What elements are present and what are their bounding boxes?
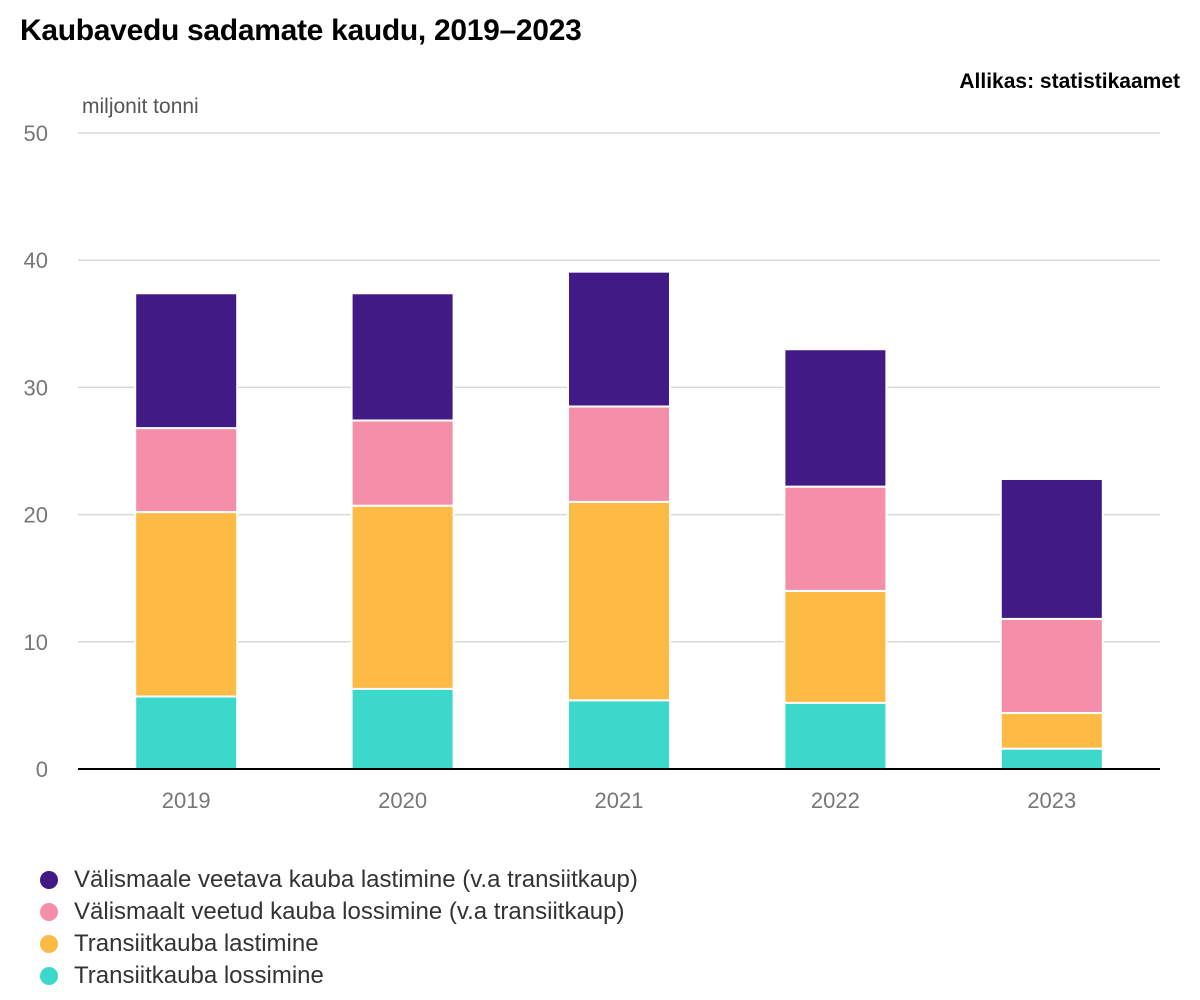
x-tick-label: 2022 (811, 788, 860, 813)
bar-segment (134, 427, 239, 514)
bar-segment (350, 292, 455, 422)
legend-label: Välismaale veetava kauba lastimine (v.a … (74, 866, 638, 893)
bar-segment (134, 292, 239, 430)
legend-swatch (40, 935, 58, 953)
legend-item: Transiitkauba lossimine (40, 960, 638, 992)
chart-title: Kaubavedu sadamate kaudu, 2019–2023 (20, 14, 582, 47)
bar-segment (783, 348, 888, 488)
source-label: Allikas: statistikaamet (959, 70, 1180, 93)
y-tick-label: 20 (24, 503, 48, 528)
legend-label: Transiitkauba lastimine (74, 930, 319, 957)
bar-segment (350, 687, 455, 771)
bar-segment (567, 500, 671, 702)
legend-item: Välismaale veetava kauba lastimine (v.a … (40, 864, 638, 896)
x-tick-label: 2021 (595, 788, 644, 813)
bar-segment (999, 747, 1104, 771)
bar-segment (134, 511, 239, 698)
bar-segment (134, 695, 239, 770)
y-tick-label: 50 (24, 121, 48, 146)
y-tick-label: 0 (36, 757, 48, 782)
legend-label: Transiitkauba lossimine (74, 962, 324, 989)
bar-segment (350, 504, 455, 690)
legend-item: Välismaalt veetud kauba lossimine (v.a t… (40, 896, 638, 928)
y-tick-label: 30 (24, 375, 48, 400)
x-tick-label: 2019 (162, 788, 211, 813)
legend-label: Välismaalt veetud kauba lossimine (v.a t… (74, 898, 625, 925)
y-tick-label: 10 (24, 630, 48, 655)
y-axis-label: miljonit tonni (82, 95, 199, 118)
legend: Välismaale veetava kauba lastimine (v.a … (40, 864, 638, 992)
legend-item: Transiitkauba lastimine (40, 928, 638, 960)
y-tick-label: 40 (24, 248, 48, 273)
legend-swatch (40, 871, 58, 889)
stacked-bar-chart: 0 10 20 30 40 50 miljonit tonni 2019 2020 2021 202… (24, 95, 1160, 813)
legend-swatch (40, 967, 58, 985)
bar-segment (783, 701, 888, 771)
bar-segment (567, 270, 671, 408)
bar-segment (999, 712, 1104, 750)
bar-segment (567, 699, 671, 771)
legend-swatch (40, 903, 58, 921)
bar-segment (783, 485, 888, 592)
x-tick-label: 2020 (378, 788, 427, 813)
bar-segment (567, 405, 671, 503)
bar-segment (350, 419, 455, 507)
bar-segment (999, 617, 1104, 715)
x-tick-label: 2023 (1027, 788, 1076, 813)
bar-segment (999, 477, 1104, 620)
bar-segment (783, 589, 888, 704)
